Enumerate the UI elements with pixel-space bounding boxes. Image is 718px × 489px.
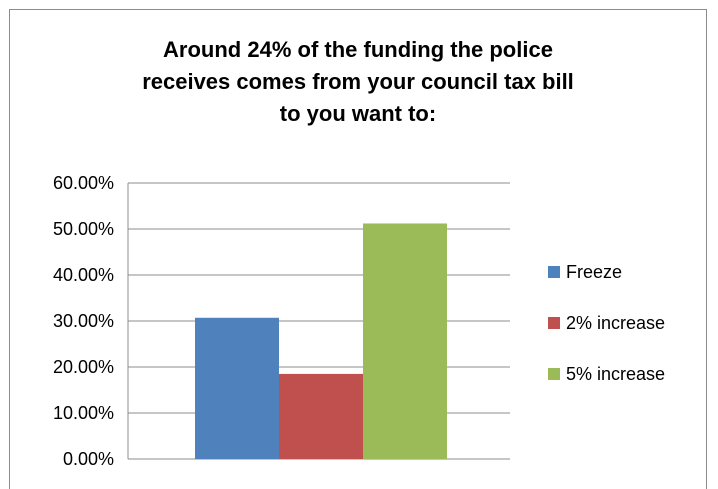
y-tick-label: 10.00% bbox=[53, 403, 114, 423]
y-tick-label: 30.00% bbox=[53, 311, 114, 331]
legend-label: Freeze bbox=[566, 262, 622, 282]
chart-title: Around 24% of the funding the police rec… bbox=[9, 34, 707, 130]
legend-label: 2% increase bbox=[566, 313, 665, 333]
chart-title-line-3: to you want to: bbox=[279, 101, 437, 126]
chart-title-line-1: Around 24% of the funding the police bbox=[163, 37, 553, 62]
legend-swatch bbox=[548, 317, 560, 329]
legend-swatch bbox=[548, 266, 560, 278]
bar-freeze bbox=[195, 317, 279, 459]
y-tick-label: 20.00% bbox=[53, 357, 114, 377]
bar-5-increase bbox=[363, 223, 447, 459]
legend-label: 5% increase bbox=[566, 364, 665, 384]
y-tick-label: 60.00% bbox=[53, 173, 114, 193]
chart-title-line-2: receives comes from your council tax bil… bbox=[142, 69, 574, 94]
legend-swatch bbox=[548, 368, 560, 380]
bar-2-increase bbox=[279, 373, 363, 459]
y-tick-label: 0.00% bbox=[63, 449, 114, 469]
y-tick-label: 40.00% bbox=[53, 265, 114, 285]
y-tick-label: 50.00% bbox=[53, 219, 114, 239]
